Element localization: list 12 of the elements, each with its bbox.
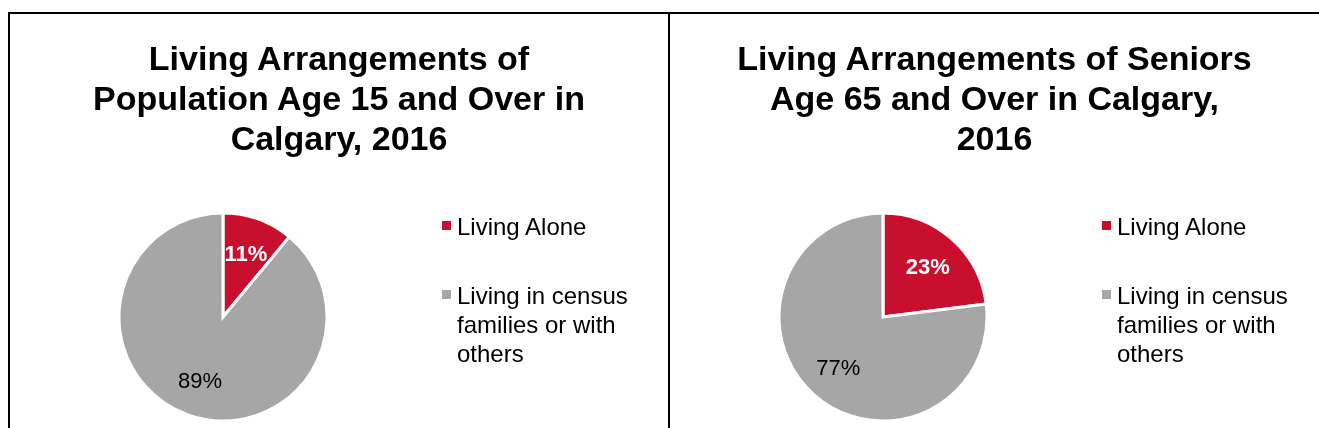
legend-label: Living in census families or with others: [1117, 281, 1289, 368]
legend-label: Living Alone: [1117, 212, 1248, 241]
data-label: 77%: [816, 355, 861, 381]
chart-title: Living Arrangements of Seniors Age 65 and Over in Calgary, 2016: [736, 38, 1253, 158]
data-label: 11%: [224, 240, 268, 266]
pie-slice: [117, 211, 329, 423]
data-label: 23%: [905, 253, 950, 279]
legend-label: Living in census families or with others: [457, 281, 629, 368]
chart-title: Living Arrangements of Population Age 15 and Over in Calgary, 2016: [92, 38, 586, 158]
legend-label: Living Alone: [457, 212, 588, 241]
data-label: 89%: [178, 368, 223, 394]
pie-slice: [777, 211, 989, 423]
